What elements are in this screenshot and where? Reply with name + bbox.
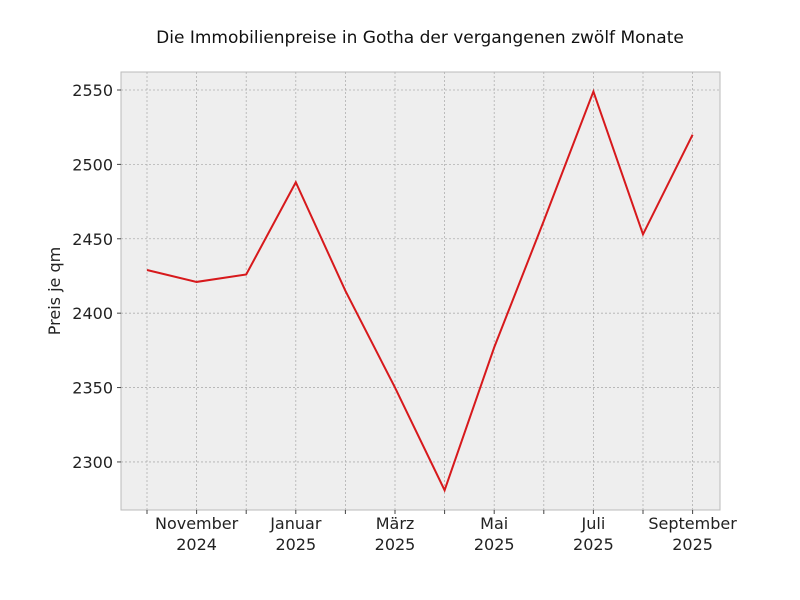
x-tick-label: Januar 2025: [270, 514, 322, 554]
y-tick-label: 2300: [72, 453, 113, 472]
y-tick-label: 2350: [72, 379, 113, 398]
x-tick-label: September 2025: [648, 514, 737, 554]
x-tick-label: Juli 2025: [573, 514, 614, 554]
chart-title: Die Immobilienpreise in Gotha der vergan…: [156, 28, 684, 48]
y-axis-label: Preis je qm: [45, 247, 64, 335]
plot-area: [120, 71, 721, 511]
y-tick-label: 2500: [72, 155, 113, 174]
x-tick-label: Mai 2025: [473, 514, 515, 554]
y-tick-label: 2450: [72, 230, 113, 249]
y-tick-label: 2550: [72, 81, 113, 100]
line-series: [146, 88, 694, 493]
x-tick-label: November 2024: [154, 514, 239, 554]
y-tick-label: 2400: [72, 304, 113, 323]
x-tick-label: März 2025: [374, 514, 416, 554]
